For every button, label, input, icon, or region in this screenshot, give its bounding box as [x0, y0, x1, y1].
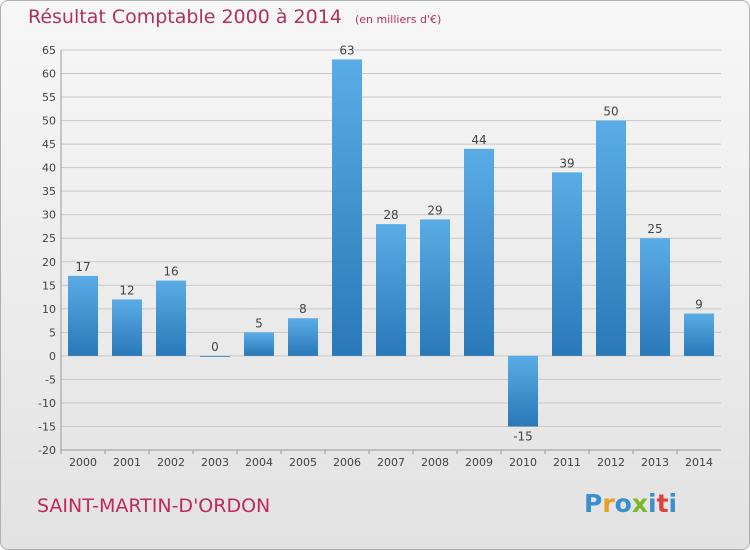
- title-block: Résultat Comptable 2000 à 2014 (en milli…: [28, 6, 441, 28]
- bar: [156, 280, 186, 356]
- data-label: 5: [255, 316, 263, 330]
- x-tick-label: 2008: [421, 456, 449, 469]
- x-tick-label: 2011: [553, 456, 581, 469]
- bar: [640, 238, 670, 356]
- data-label: 16: [163, 265, 178, 279]
- data-label: 9: [695, 298, 703, 312]
- x-tick-label: 2009: [465, 456, 493, 469]
- chart-title: Résultat Comptable 2000 à 2014: [28, 6, 342, 28]
- data-label: 8: [299, 302, 307, 316]
- bar: [552, 172, 582, 356]
- bar: [68, 275, 98, 356]
- commune-name: SAINT-MARTIN-D'ORDON: [37, 495, 271, 517]
- bar: [288, 318, 318, 356]
- y-tick-label: -20: [38, 444, 56, 457]
- axes: [60, 50, 721, 454]
- logo-letter: o: [614, 489, 632, 518]
- data-label: 50: [603, 105, 618, 119]
- bar: [508, 355, 538, 427]
- data-label: 0: [211, 340, 219, 354]
- logo-letter: i: [668, 489, 678, 518]
- bar: [244, 332, 274, 356]
- bar: [684, 313, 714, 356]
- x-tick-label: 2005: [289, 456, 317, 469]
- y-tick-label: 50: [42, 115, 56, 128]
- data-label: 17: [75, 260, 90, 274]
- y-tick-label: 10: [42, 303, 56, 316]
- x-tick-label: 2013: [641, 456, 669, 469]
- data-label: 12: [119, 283, 134, 297]
- labels: -20-15-10-505101520253035404550556065200…: [38, 43, 713, 469]
- bar: [112, 299, 142, 356]
- x-tick-label: 2000: [69, 456, 97, 469]
- data-label: 63: [339, 43, 354, 57]
- x-tick-label: 2003: [201, 456, 229, 469]
- x-tick-label: 2012: [597, 456, 625, 469]
- x-tick-label: 2006: [333, 456, 361, 469]
- data-label: 25: [647, 222, 662, 236]
- y-tick-label: 45: [42, 138, 56, 151]
- x-tick-label: 2002: [157, 456, 185, 469]
- bar: [596, 120, 626, 356]
- bars: [68, 59, 714, 427]
- bar: [464, 148, 494, 356]
- y-tick-label: 65: [42, 44, 56, 57]
- y-tick-label: 55: [42, 91, 56, 104]
- y-tick-label: 0: [49, 350, 56, 363]
- y-tick-label: 15: [42, 279, 56, 292]
- y-tick-label: 20: [42, 256, 56, 269]
- logo-letter: P: [584, 489, 603, 518]
- bar: [332, 59, 362, 356]
- bar: [200, 355, 230, 357]
- logo-letter: t: [656, 489, 669, 518]
- y-tick-label: -10: [38, 397, 56, 410]
- proxiti-logo[interactable]: Proxiti: [584, 489, 677, 518]
- chart-subtitle: (en milliers d'€): [354, 13, 442, 26]
- y-tick-label: 60: [42, 68, 56, 81]
- x-tick-label: 2014: [685, 456, 713, 469]
- y-tick-label: 40: [42, 162, 56, 175]
- y-tick-label: 35: [42, 185, 56, 198]
- data-label: 39: [559, 156, 574, 170]
- x-tick-label: 2010: [509, 456, 537, 469]
- data-label: 29: [427, 203, 442, 217]
- logo-letter: x: [631, 489, 648, 518]
- bar: [376, 224, 406, 356]
- logo-letter: i: [648, 489, 657, 518]
- data-label: -15: [513, 429, 533, 443]
- bar: [420, 219, 450, 356]
- data-label: 44: [471, 133, 486, 147]
- y-tick-label: -15: [38, 420, 56, 433]
- x-tick-label: 2004: [245, 456, 273, 469]
- y-tick-label: 5: [49, 326, 56, 339]
- logo-letter: r: [602, 489, 615, 518]
- y-tick-label: -5: [45, 373, 56, 386]
- data-label: 28: [383, 208, 398, 222]
- x-tick-label: 2007: [377, 456, 405, 469]
- y-tick-label: 30: [42, 209, 56, 222]
- y-tick-label: 25: [42, 232, 56, 245]
- x-tick-label: 2001: [113, 456, 141, 469]
